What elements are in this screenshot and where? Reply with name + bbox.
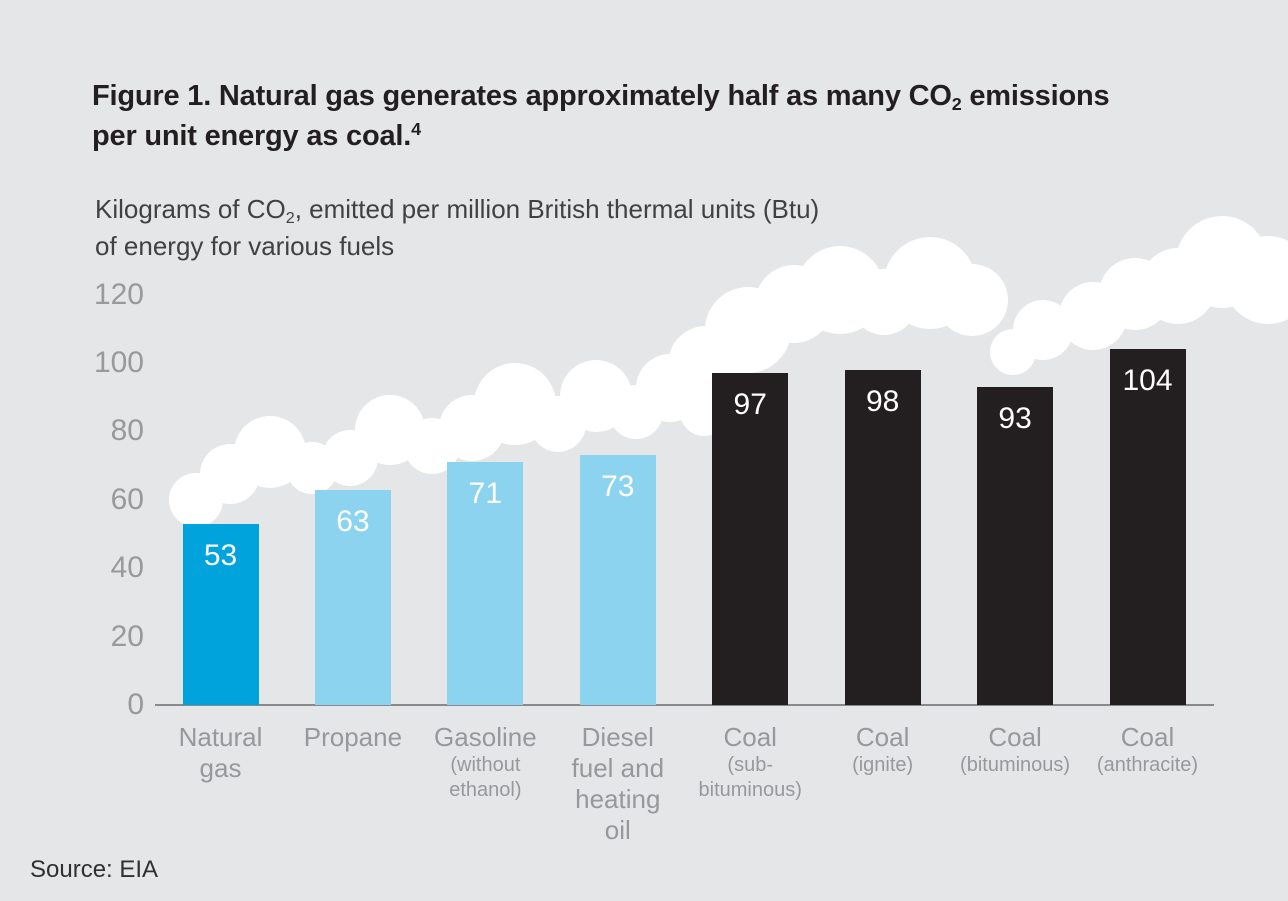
- category-label-line: heating: [575, 784, 661, 814]
- category-sublabel-line: (without: [450, 754, 521, 776]
- bar: 97: [712, 373, 789, 705]
- subtitle-line2: of energy for various fuels: [95, 231, 395, 261]
- category-label-line: fuel and: [571, 753, 665, 783]
- bar-value-label: 98: [865, 385, 900, 418]
- bar: 53: [182, 524, 259, 705]
- title-line1: Figure 1. Natural gas generates approxim…: [92, 80, 952, 112]
- category-label-line: Gasoline: [434, 722, 537, 752]
- subtitle-line1-end: , emitted per million British thermal un…: [294, 194, 820, 224]
- category-label-line: Propane: [303, 722, 403, 752]
- category-label: Coal (anthracite): [1078, 722, 1218, 778]
- source-note: Source: EIA: [30, 856, 159, 883]
- category-label: Diesel fuel and heating oil: [548, 722, 688, 846]
- bar: 104: [1109, 349, 1186, 705]
- chart-subtitle: Kilograms of CO2, emitted per million Br…: [95, 193, 995, 263]
- bar: 93: [977, 387, 1054, 705]
- category-label: Coal (sub-bituminous): [680, 722, 820, 803]
- category-label: Natural gas: [151, 722, 291, 784]
- category-sublabel-line: (sub-: [727, 754, 773, 776]
- category-sublabel-line: (anthracite): [1096, 754, 1199, 776]
- category-label-line: Coal: [723, 722, 777, 752]
- bar: 98: [844, 370, 921, 705]
- subtitle-co2-subscript: 2: [285, 208, 295, 227]
- category-label-line: Diesel: [581, 722, 654, 752]
- figure-title: Figure 1. Natural gas generates approxim…: [92, 78, 1232, 158]
- y-axis-tick-label: 120: [93, 277, 144, 311]
- category-sublabel-line: (ignite): [852, 754, 914, 776]
- title-co2-subscript: 2: [951, 94, 962, 115]
- category-label-line: Coal: [855, 722, 910, 752]
- category-sublabel-line: ethanol): [449, 779, 522, 801]
- category-label-line: gas: [199, 753, 242, 783]
- y-axis-tick-label: 40: [110, 551, 144, 585]
- category-label: Gasoline (without ethanol): [415, 722, 555, 803]
- title-footnote-marker: 4: [411, 119, 421, 140]
- y-axis-tick-label: 0: [127, 688, 144, 721]
- y-axis-tick-label: 20: [110, 619, 144, 653]
- bar-value-label: 104: [1122, 364, 1173, 397]
- category-label-line: oil: [604, 815, 631, 845]
- category-sublabel-line: (bituminous): [960, 754, 1071, 776]
- bar-value-label: 53: [203, 539, 238, 572]
- bar: 63: [314, 490, 391, 705]
- bar-value-label: 97: [733, 388, 767, 421]
- bar: 71: [447, 462, 524, 705]
- bar: 73: [579, 455, 656, 705]
- y-axis-tick-label: 60: [110, 482, 144, 516]
- category-label-line: Natural: [178, 722, 263, 752]
- category-label: Propane: [283, 722, 423, 753]
- x-axis-baseline: [155, 704, 1214, 706]
- category-label-line: Coal: [988, 722, 1042, 752]
- bar-value-label: 93: [998, 402, 1032, 435]
- bar-value-label: 73: [601, 470, 635, 503]
- category-label-line: Coal: [1120, 722, 1175, 752]
- title-line2: per unit energy as coal.: [92, 120, 412, 152]
- category-label: Coal (ignite): [813, 722, 953, 778]
- y-axis-tick-label: 100: [93, 346, 144, 379]
- bar-value-label: 71: [468, 477, 503, 510]
- category-label: Coal (bituminous): [945, 722, 1085, 778]
- category-sublabel-line: bituminous): [698, 779, 802, 801]
- subtitle-line1: Kilograms of CO: [95, 194, 286, 224]
- bar-value-label: 63: [336, 505, 370, 538]
- title-line1-end: emissions: [961, 80, 1110, 112]
- y-axis-tick-label: 80: [110, 414, 144, 448]
